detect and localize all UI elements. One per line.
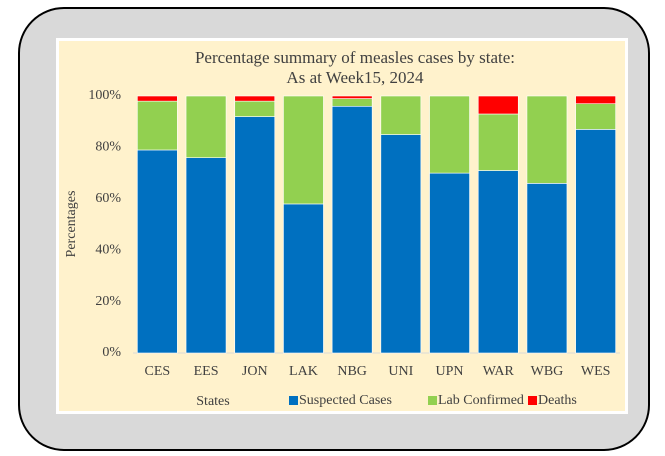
x-tick-label: EES <box>194 364 219 379</box>
x-tick-label: WES <box>581 364 611 379</box>
bar-segment <box>185 95 227 158</box>
y-tick-label: 60% <box>95 191 121 206</box>
bar-segment <box>477 170 519 354</box>
legend-swatch <box>289 396 298 405</box>
bar-segment <box>526 183 568 354</box>
x-tick-label: LAK <box>289 364 318 379</box>
y-tick-label: 80% <box>95 140 121 155</box>
bar-segment <box>234 95 276 102</box>
bar-segment <box>526 95 568 184</box>
legend-swatch <box>528 396 537 405</box>
bar-segment <box>477 113 519 171</box>
bar-segment <box>137 95 178 102</box>
bar-segment <box>331 95 373 99</box>
x-tick-label: WBG <box>531 364 564 379</box>
x-tick-label: JON <box>242 364 268 379</box>
bar-segment <box>234 100 276 117</box>
legend-label: Deaths <box>538 393 577 408</box>
y-axis-label: Percentages <box>64 191 79 258</box>
y-tick-label: 0% <box>102 345 121 360</box>
bar-segment <box>283 203 324 354</box>
bar-segment <box>477 95 519 115</box>
bar-segment <box>234 116 276 354</box>
x-tick-label: UPN <box>436 364 464 379</box>
bar-segment <box>137 100 178 151</box>
bar-segment <box>575 129 616 354</box>
chart-title: Percentage summary of measles cases by s… <box>194 48 516 87</box>
bar-segment <box>185 157 227 354</box>
x-tick-label: CES <box>145 364 171 379</box>
x-tick-label: WAR <box>483 364 515 379</box>
bar-segment <box>331 98 373 107</box>
x-axis-label: States <box>196 394 229 409</box>
bar-segment <box>380 134 422 354</box>
legend-label: Suspected Cases <box>299 393 392 408</box>
bar-segment <box>283 95 324 205</box>
bar-segment <box>331 105 373 354</box>
y-tick-label: 20% <box>95 294 121 309</box>
bar-segment <box>429 95 470 174</box>
legend-swatch <box>428 396 437 405</box>
bar-segment <box>575 95 616 105</box>
y-tick-label: 40% <box>95 242 121 257</box>
x-tick-label: UNI <box>388 364 413 379</box>
bar-segment <box>137 149 178 354</box>
y-tick-label: 100% <box>88 88 121 103</box>
bar-segment <box>429 172 470 354</box>
legend-label: Lab Confirmed <box>438 393 524 408</box>
bar-segment <box>575 103 616 130</box>
bar-segment <box>380 95 422 135</box>
x-tick-label: NBG <box>337 364 367 379</box>
